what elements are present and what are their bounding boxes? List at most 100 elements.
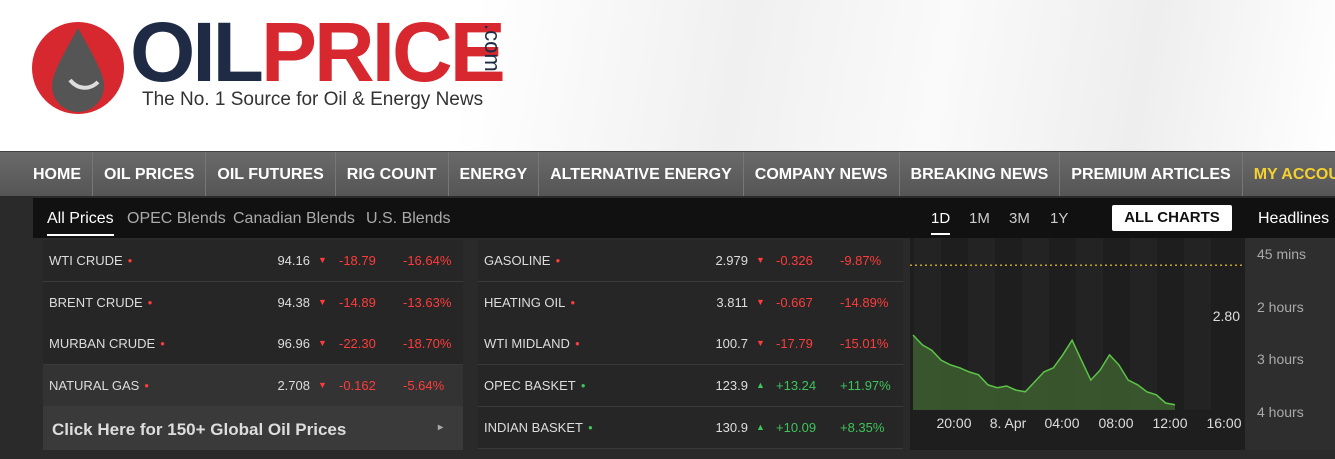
change: -0.162 <box>339 378 376 394</box>
price-tab[interactable]: Canadian Blends <box>233 210 355 227</box>
percent-change: -14.89% <box>840 294 889 310</box>
nav-item[interactable]: RIG COUNT <box>336 152 449 196</box>
nav-item[interactable]: COMPANY NEWS <box>744 152 900 196</box>
nav-item[interactable]: HOME <box>22 152 93 196</box>
change: -18.79 <box>339 253 376 268</box>
direction-arrow: ▼ <box>318 338 327 349</box>
change: -0.667 <box>776 294 813 310</box>
price-row[interactable]: HEATING OIL ● 3.811 ▼ -0.667 -14.89% <box>478 281 903 324</box>
price: 3.811 <box>716 294 748 310</box>
percent-change: -5.64% <box>403 378 445 394</box>
price-tab[interactable]: OPEC Blends <box>127 210 226 227</box>
percent-change: +11.97% <box>840 378 891 394</box>
headline-time[interactable]: 2 hours <box>1257 298 1304 315</box>
chart-band <box>1184 238 1211 410</box>
nav-item[interactable]: ALTERNATIVE ENERGY <box>539 152 744 196</box>
x-tick-label: 08:00 <box>1098 415 1133 431</box>
nav-item[interactable]: ENERGY <box>449 152 540 196</box>
price-line <box>912 334 1176 406</box>
logo-price: PRICE <box>261 5 506 99</box>
mini-chart: 2.80 20:00 8. Apr 04:00 08:00 12:00 16:00 <box>910 238 1245 450</box>
nav-item[interactable]: OIL PRICES <box>93 152 207 196</box>
range-tab[interactable]: 3M <box>1009 210 1030 227</box>
commodity-name: NATURAL GAS ● <box>49 378 150 394</box>
price: 94.38 <box>277 294 310 310</box>
direction-arrow: ▲ <box>756 421 765 432</box>
logo-suffix: .com <box>480 24 505 72</box>
percent-change: -9.87% <box>840 253 882 268</box>
change: -14.89 <box>339 294 376 310</box>
direction-arrow: ▼ <box>756 255 765 265</box>
commodity-name: OPEC BASKET ● <box>484 378 586 394</box>
direction-arrow: ▼ <box>318 380 327 391</box>
price-row[interactable]: GASOLINE ● 2.979 ▼ -0.326 -9.87% <box>478 240 903 282</box>
direction-arrow: ▼ <box>756 296 765 307</box>
global-prices-link[interactable]: Click Here for 150+ Global Oil Prices ▸ <box>43 407 463 450</box>
price: 100.7 <box>715 336 748 352</box>
direction-arrow: ▲ <box>756 380 765 391</box>
percent-change: +8.35% <box>840 419 885 435</box>
x-tick-label: 16:00 <box>1206 415 1241 431</box>
headline-time[interactable]: 3 hours <box>1257 351 1304 368</box>
x-tick-label: 8. Apr <box>990 415 1027 431</box>
price-row[interactable]: WTI MIDLAND ● 100.7 ▼ -17.79 -15.01% <box>478 323 903 366</box>
logo-icon <box>32 22 124 114</box>
price-tab[interactable]: U.S. Blends <box>366 210 451 227</box>
price-row[interactable]: WTI CRUDE ● 94.16 ▼ -18.79 -16.64% <box>43 240 463 282</box>
status-dot: ● <box>127 256 133 265</box>
price-row[interactable]: INDIAN BASKET ● 130.9 ▲ +10.09 +8.35% <box>478 406 903 449</box>
headlines-title: Headlines <box>1258 210 1330 227</box>
change: -0.326 <box>776 253 813 268</box>
percent-change: -13.63% <box>403 294 452 310</box>
direction-arrow: ▼ <box>756 338 765 349</box>
chart-band <box>1130 238 1157 410</box>
nav-item[interactable]: OIL FUTURES <box>206 152 336 196</box>
status-dot: ● <box>587 422 593 432</box>
logo-text[interactable]: OILPRICE <box>130 10 506 94</box>
change: -22.30 <box>339 336 376 352</box>
y-tick-label: 2.80 <box>1213 308 1240 324</box>
logo-oil: OIL <box>130 5 264 99</box>
x-tick-label: 20:00 <box>936 415 971 431</box>
nav-item[interactable]: PREMIUM ARTICLES <box>1060 152 1243 196</box>
price: 2.708 <box>277 378 310 394</box>
header: OILPRICE .com The No. 1 Source for Oil &… <box>0 0 1335 151</box>
nav-item[interactable]: MY ACCOUNT <box>1243 152 1335 196</box>
commodity-name: WTI CRUDE ● <box>49 253 133 268</box>
headline-time[interactable]: 45 mins <box>1257 246 1307 262</box>
commodity-name: HEATING OIL ● <box>484 294 576 310</box>
range-tab[interactable]: 1M <box>969 210 990 227</box>
percent-change: -18.70% <box>403 336 452 352</box>
status-dot: ● <box>144 381 150 391</box>
percent-change: -15.01% <box>840 336 889 352</box>
price-row[interactable]: OPEC BASKET ● 123.9 ▲ +13.24 +11.97% <box>478 365 903 408</box>
price-row[interactable]: BRENT CRUDE ● 94.38 ▼ -14.89 -13.63% <box>43 281 463 324</box>
commodity-name: GASOLINE ● <box>484 253 561 268</box>
range-tab[interactable]: 1D <box>931 210 951 235</box>
price: 96.96 <box>277 336 310 352</box>
price-tabs: All Prices OPEC Blends Canadian Blends U.S.… <box>33 198 910 238</box>
nav-item[interactable]: BREAKING NEWS <box>900 152 1061 196</box>
x-tick-label: 04:00 <box>1044 415 1079 431</box>
status-dot: ● <box>160 339 166 349</box>
price-row[interactable]: MURBAN CRUDE ● 96.96 ▼ -22.30 -18.70% <box>43 323 463 366</box>
price: 130.9 <box>715 419 748 435</box>
price: 94.16 <box>277 253 310 268</box>
x-tick-label: 12:00 <box>1152 415 1187 431</box>
headline-time[interactable]: 4 hours <box>1257 404 1304 421</box>
link-text: Click Here for 150+ Global Oil Prices <box>52 420 347 439</box>
price: 2.979 <box>715 253 748 268</box>
headlines-panel: 45 mins 2 hours 3 hours 4 hours <box>1245 198 1335 450</box>
tagline: The No. 1 Source for Oil & Energy News <box>142 89 484 110</box>
change: +10.09 <box>776 419 817 435</box>
commodity-name: WTI MIDLAND ● <box>484 336 580 352</box>
range-tab[interactable]: 1Y <box>1050 210 1069 227</box>
status-dot: ● <box>580 381 586 391</box>
commodity-name: INDIAN BASKET ● <box>484 419 593 435</box>
price-tab[interactable]: All Prices <box>47 210 114 236</box>
direction-arrow: ▼ <box>318 255 327 265</box>
status-dot: ● <box>574 339 580 349</box>
price-row[interactable]: NATURAL GAS ● 2.708 ▼ -0.162 -5.64% <box>43 365 463 408</box>
all-charts-button[interactable]: ALL CHARTS <box>1112 205 1232 231</box>
